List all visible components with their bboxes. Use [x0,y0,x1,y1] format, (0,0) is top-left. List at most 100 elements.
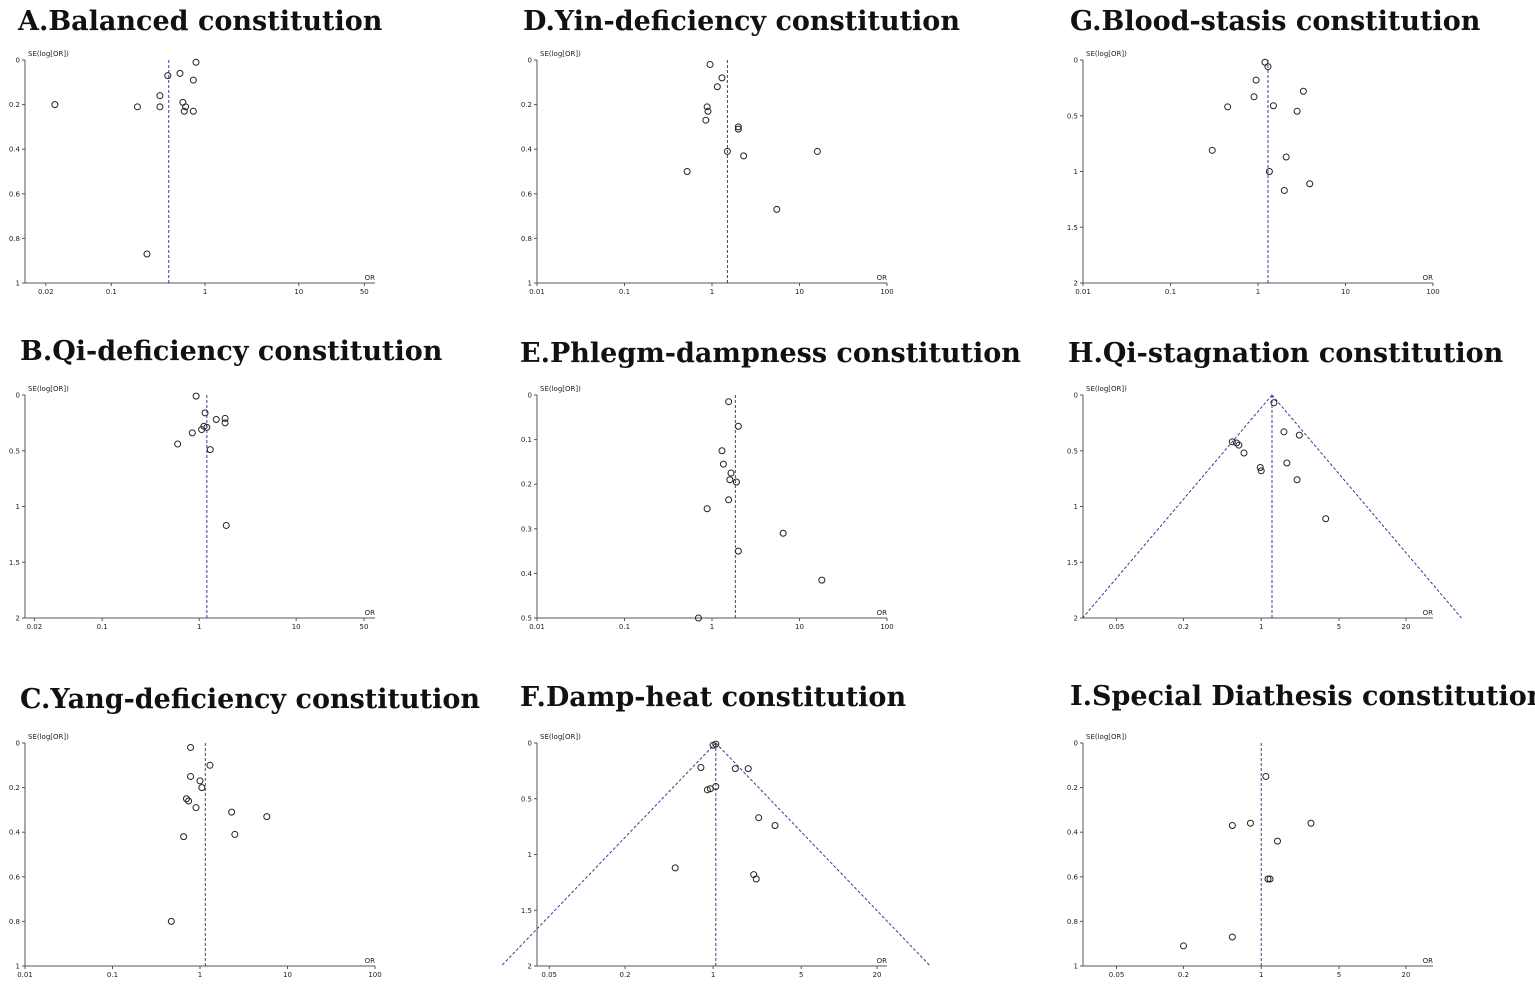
x-tick-label: 0.05 [1109,971,1125,979]
panel-title: H.Qi-stagnation constitution [1068,338,1504,369]
study-point [704,107,712,115]
y-tick-label: 0.6 [1067,873,1079,881]
y-tick-label: 2 [16,615,20,623]
study-point [192,804,200,812]
study-point [703,103,711,111]
y-axis-label: SE(log[OR]) [28,385,69,393]
y-tick-label: 0.4 [9,146,21,154]
x-tick-label: 50 [360,288,369,296]
y-tick-label: 0 [528,392,532,400]
study-point [1293,107,1301,115]
study-point [1208,146,1216,154]
panel-title: B.Qi-deficiency constitution [20,336,443,367]
y-tick-label: 0.4 [9,829,21,837]
y-tick-label: 0 [528,57,532,65]
study-point [1283,459,1291,467]
study-point [201,409,209,417]
y-tick-label: 0 [16,57,20,65]
y-tick-label: 1 [16,963,20,971]
study-point [773,205,781,213]
study-point [1265,168,1273,175]
study-point [752,875,760,883]
study-point [734,422,742,430]
study-point [1235,441,1243,449]
study-point [1224,103,1232,111]
study-point [1322,515,1330,523]
y-tick-label: 0.4 [521,146,533,154]
x-axis-label: OR [1423,274,1434,282]
study-point [1280,428,1288,436]
y-axis-label: SE(log[OR]) [540,385,581,393]
study-point [1228,933,1236,941]
x-axis-label: OR [877,609,888,617]
x-axis-label: OR [365,274,376,282]
study-point [1179,942,1187,950]
y-axis-label: SE(log[OR]) [1086,385,1127,393]
x-tick-label: 0.05 [541,971,557,979]
study-point [182,795,190,803]
study-point [174,440,182,448]
y-tick-label: 1.5 [1067,559,1078,567]
x-axis-label: OR [365,957,376,965]
y-tick-label: 1 [528,851,532,859]
y-tick-label: 0.2 [9,784,20,792]
study-point [702,116,710,124]
x-axis-label: OR [877,957,888,965]
funnel-left-limit [1082,394,1273,619]
y-tick-label: 0 [1074,740,1078,748]
funnel-panel-4: E.Phlegm-dampness constitution SE(log[OR]… [520,338,1021,631]
study-point [1228,822,1236,830]
study-point [723,147,731,155]
y-tick-label: 1 [1074,963,1078,971]
study-point [744,765,752,773]
x-tick-label: 20 [1402,623,1411,631]
x-tick-label: 1 [198,971,202,979]
x-tick-label: 0.1 [619,623,630,631]
study-point [1256,463,1264,471]
x-tick-label: 0.01 [529,623,545,631]
study-point [1240,449,1248,457]
y-axis-label: SE(log[OR]) [1086,50,1127,58]
funnel-panel-7: H.Qi-stagnation constitution SE(log[OR]) 0… [1067,338,1504,631]
x-tick-label: 10 [795,288,804,296]
y-tick-label: 0 [16,740,20,748]
x-tick-label: 10 [292,623,301,631]
x-tick-label: 0.05 [1109,623,1125,631]
study-point [176,69,184,77]
study-point [683,168,691,175]
study-point [212,416,220,424]
study-point [179,98,187,106]
funnel-right-limit [715,742,931,967]
study-point [734,123,742,131]
panel-title: I.Special Diathesis constitution [1070,681,1535,712]
study-point [1252,76,1260,84]
x-tick-label: 100 [880,288,893,296]
study-point [725,398,733,406]
x-tick-label: 1 [1259,623,1263,631]
study-point [180,107,188,115]
study-point [133,103,141,111]
study-point [1307,819,1315,827]
x-tick-label: 0.1 [1165,288,1176,296]
x-tick-label: 0.2 [1178,971,1189,979]
x-tick-label: 10 [294,288,303,296]
study-point [726,476,734,484]
x-tick-label: 20 [1402,971,1411,979]
study-point [221,414,229,422]
study-point [263,813,271,821]
y-tick-label: 0.6 [9,190,21,198]
study-point [198,784,206,792]
y-tick-label: 0.8 [1067,918,1078,926]
y-tick-label: 1.5 [521,907,532,915]
x-tick-label: 0.02 [27,623,43,631]
y-tick-label: 0.4 [521,570,533,578]
x-tick-label: 5 [1337,623,1341,631]
x-tick-label: 1 [711,971,715,979]
y-axis-label: SE(log[OR]) [28,733,69,741]
study-point [1266,875,1274,883]
panel-title: C.Yang-deficiency constitution [20,684,480,715]
x-tick-label: 0.01 [529,288,545,296]
y-tick-label: 1.5 [9,559,20,567]
study-point [180,833,188,841]
